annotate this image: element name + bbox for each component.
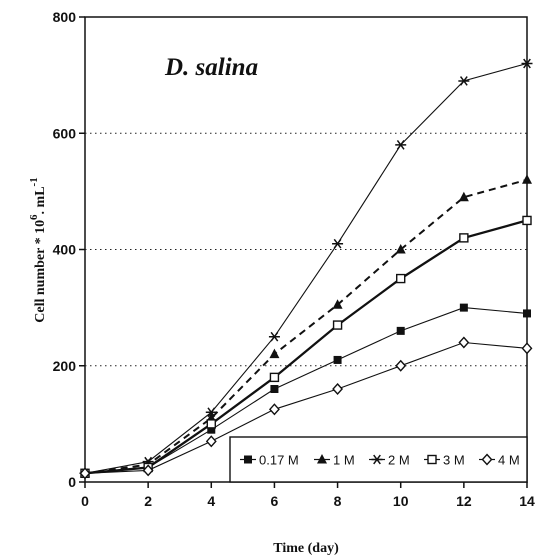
data-point <box>332 320 343 330</box>
data-point <box>396 273 406 284</box>
legend-marker <box>317 454 327 464</box>
series-group <box>79 58 533 480</box>
data-point <box>395 140 407 150</box>
data-point <box>207 425 216 434</box>
data-point <box>521 58 533 69</box>
x-tick-label-8: 8 <box>334 493 342 509</box>
data-point <box>396 326 405 335</box>
y-tick-label-800: 800 <box>53 9 77 25</box>
legend-item-4: 3 M <box>424 453 465 468</box>
grid-lines <box>85 132 527 367</box>
data-point <box>523 309 531 318</box>
data-point <box>332 299 343 309</box>
series-line <box>84 62 528 474</box>
data-point <box>332 238 344 249</box>
legend-marker <box>244 455 252 464</box>
legend-label: 4 M <box>498 453 520 468</box>
y-axis-ticks: 0 200 400 600 800 <box>53 9 85 490</box>
chart-annotation: D. salina <box>164 54 258 81</box>
y-tick-label-400: 400 <box>53 242 77 258</box>
data-point <box>206 419 216 429</box>
data-point <box>458 336 470 349</box>
data-point <box>268 331 280 342</box>
data-point <box>333 355 342 364</box>
data-point <box>522 174 532 184</box>
x-tick-label-2: 2 <box>144 493 152 509</box>
legend-label: 0.17 M <box>259 453 299 468</box>
legend-item-3: 2 M <box>369 453 410 468</box>
legend-item-5: 4 M <box>479 453 520 468</box>
y-tick-label-0: 0 <box>68 474 76 490</box>
legend-marker <box>481 453 493 466</box>
legend: 0.17 M 1 M 2 M 3 M 4 M <box>229 436 528 483</box>
data-point <box>395 359 407 372</box>
data-point <box>205 407 217 418</box>
legend-label: 2 M <box>388 453 410 468</box>
x-tick-label-0: 0 <box>81 493 89 509</box>
y-tick-label-200: 200 <box>53 358 77 374</box>
legend-marker <box>427 454 437 465</box>
x-tick-label-6: 6 <box>271 493 279 509</box>
series-1-M <box>80 174 532 478</box>
x-axis-ticks: 0 2 4 6 8 10 12 14 <box>81 482 535 509</box>
legend-item-1: 0.17 M <box>240 453 299 468</box>
x-tick-label-14: 14 <box>519 493 535 509</box>
data-point <box>395 244 406 254</box>
data-point <box>458 76 470 86</box>
data-point <box>269 348 280 359</box>
x-tick-label-12: 12 <box>456 493 472 509</box>
data-point <box>142 464 154 477</box>
data-point <box>458 191 469 202</box>
y-axis-title-unit-exponent: -1 <box>28 177 40 186</box>
y-axis-title-exponent: 6 <box>28 214 40 220</box>
series-2-M <box>79 58 533 479</box>
x-tick-label-10: 10 <box>393 493 409 509</box>
data-point <box>522 215 532 226</box>
y-tick-label-600: 600 <box>53 125 77 141</box>
legend-item-2: 1 M <box>314 453 355 468</box>
data-point <box>459 303 468 312</box>
y-axis-title-unit: . mL <box>33 186 48 214</box>
data-point <box>79 467 91 480</box>
series-4-M <box>79 336 533 480</box>
data-point <box>269 372 280 383</box>
legend-label: 3 M <box>443 453 465 468</box>
series-line <box>84 341 528 474</box>
data-point <box>459 233 469 243</box>
series-line <box>84 178 528 475</box>
legend-marker <box>371 454 383 465</box>
data-point <box>205 435 217 448</box>
y-axis-title: Cell number * 106. mL-1 <box>28 177 48 322</box>
data-point <box>332 382 344 396</box>
data-point <box>268 403 280 416</box>
y-axis-title-main: Cell number * 10 <box>33 220 48 323</box>
data-point <box>270 385 279 393</box>
x-axis-title: Time (day) <box>273 541 339 556</box>
x-tick-label-4: 4 <box>207 493 215 509</box>
series-line <box>84 219 528 475</box>
legend-label: 1 M <box>333 453 355 468</box>
data-point <box>521 342 533 355</box>
